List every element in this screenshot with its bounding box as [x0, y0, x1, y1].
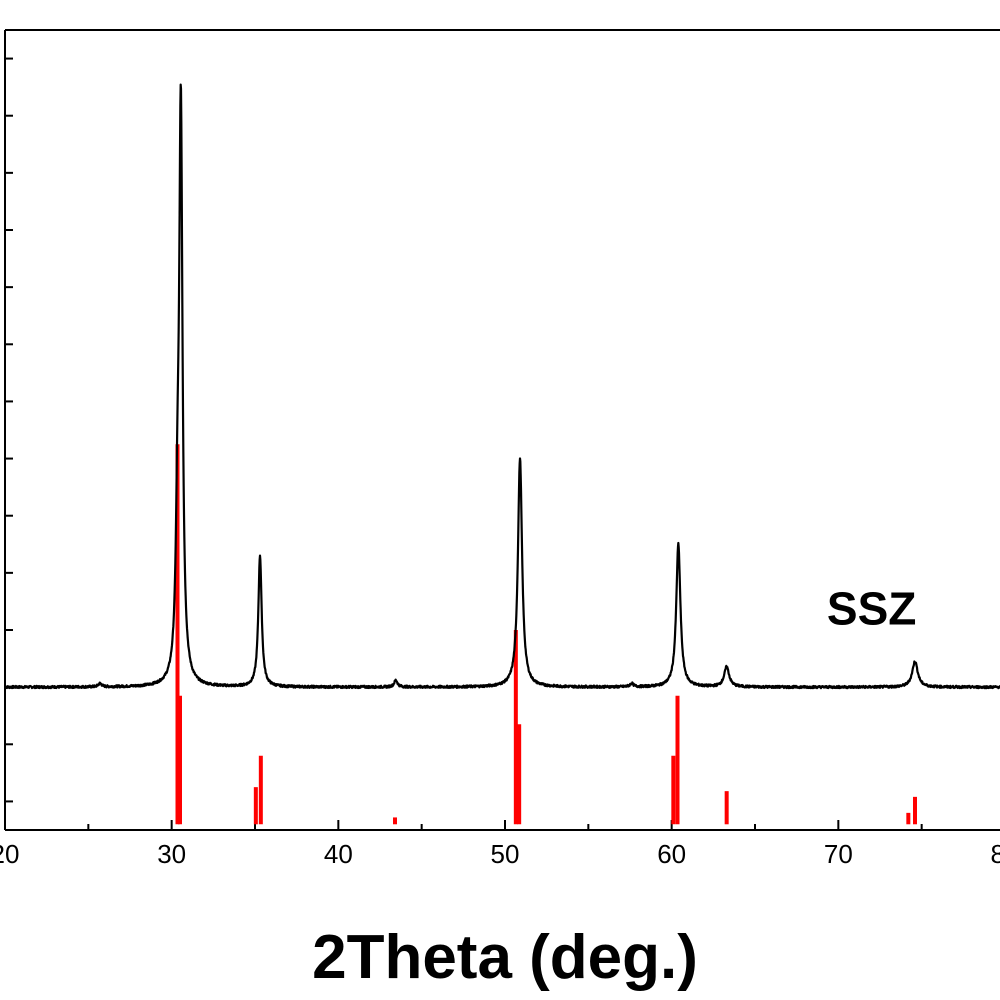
reference-sticks	[175, 444, 917, 825]
x-axis-label: 2Theta (deg.)	[312, 923, 698, 992]
x-tick-label: 30	[157, 839, 186, 869]
x-tick-labels: 20 30 40 50 60 70 80	[0, 839, 1000, 869]
x-tick-label: 80	[991, 839, 1000, 869]
x-tick-label: 70	[824, 839, 853, 869]
ssz-pattern-line	[4, 83, 1000, 690]
x-tick-label: 40	[324, 839, 353, 869]
ssz-pattern	[4, 83, 1000, 690]
x-axis-ticks	[4, 820, 923, 830]
series-label-ssz: SSZ	[827, 582, 916, 634]
y-axis-ticks	[5, 57, 13, 831]
x-tick-label: 50	[491, 839, 520, 869]
plot-frame	[4, 29, 1000, 831]
x-tick-label: 60	[657, 839, 686, 869]
x-tick-label: 20	[0, 839, 19, 869]
